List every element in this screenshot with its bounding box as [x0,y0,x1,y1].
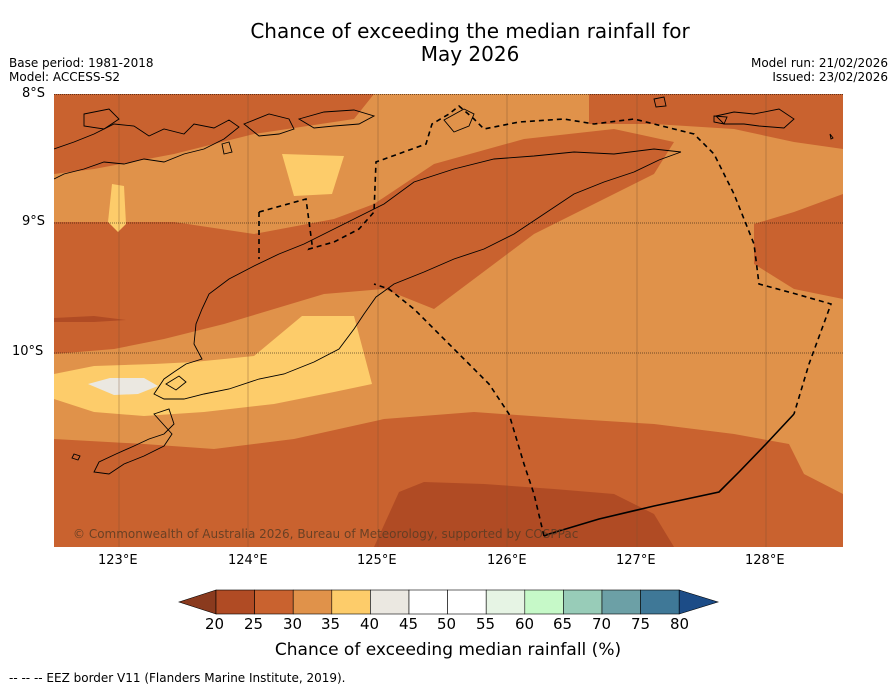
colorbar-cell [331,589,371,615]
lon-label-128e: 128°E [745,553,785,568]
colorbar-cell [678,589,720,615]
model-run: Model run: 21/02/2026 [750,56,888,70]
colorbar-cell [178,589,217,615]
lat-label-10s: 10°S [12,344,44,359]
footnote: -- -- -- EEZ border V11 (Flanders Marine… [9,671,346,685]
cb-tick: 75 [631,615,651,633]
title-line-1: Chance of exceeding the median rainfall … [250,19,690,43]
lon-label-125e: 125°E [357,553,397,568]
colorbar-cells [215,589,680,615]
cb-tick: 55 [476,615,496,633]
lon-label-126e: 126°E [487,553,527,568]
band-20-25-streak [54,316,126,322]
lon-label-124e: 124°E [228,553,268,568]
title-line-2: May 2026 [420,42,520,66]
cb-tick: 40 [360,615,380,633]
colorbar-cell [408,589,448,615]
colorbar-cell [254,589,294,615]
colorbar-cell [640,589,680,615]
colorbar-cell [524,589,564,615]
colorbar-cell [485,589,526,615]
base-period: Base period: 1981-2018 [9,56,154,70]
copyright-notice: © Commonwealth of Australia 2026, Bureau… [73,527,579,541]
cb-tick: 45 [399,615,419,633]
colorbar-cell [370,589,410,615]
lon-label-123e: 123°E [98,553,138,568]
lat-label-8s: 8°S [22,86,46,101]
coastline [54,96,834,475]
band-35-40-west [108,184,126,232]
cb-tick: 30 [283,615,303,633]
colorbar-cell [292,589,333,615]
colorbar-cell [215,589,255,615]
colorbar-title: Chance of exceeding median rainfall (%) [274,640,622,660]
cb-tick: 70 [592,615,612,633]
graticule [118,94,767,547]
lon-label-127e: 127°E [616,553,656,568]
issued-date: Issued: 23/02/2026 [772,70,888,84]
eez-border [258,104,833,537]
model-name: Model: ACCESS-S2 [9,70,121,84]
meta-left: Base period: 1981-2018 Model: ACCESS-S2 [9,56,154,84]
lat-gridlines [54,94,843,354]
cb-tick: 50 [437,615,457,633]
band-25-30-central [54,129,674,354]
cb-tick: 25 [244,615,264,633]
colorbar-cell [447,589,487,615]
colorbar [178,589,720,615]
colorbar-cell [601,589,641,615]
cb-tick: 65 [553,615,573,633]
band-20-25-south [374,482,674,547]
meta-right: Model run: 21/02/2026 Issued: 23/02/2026 [751,56,888,84]
cb-tick: 80 [670,615,690,633]
band-25-30-east [754,194,843,299]
colorbar-cell [563,589,603,615]
band-40-45 [88,378,158,395]
lat-label-9s: 9°S [22,214,46,229]
band-35-40-north [282,154,344,196]
cb-tick: 35 [321,615,341,633]
band-25-30-ne [589,94,843,149]
band-25-30-nw [54,94,374,174]
rainfall-map[interactable] [54,94,843,547]
map-title: Chance of exceeding the median rainfall … [0,20,896,66]
cb-tick: 60 [515,615,535,633]
cb-tick: 20 [205,615,225,633]
